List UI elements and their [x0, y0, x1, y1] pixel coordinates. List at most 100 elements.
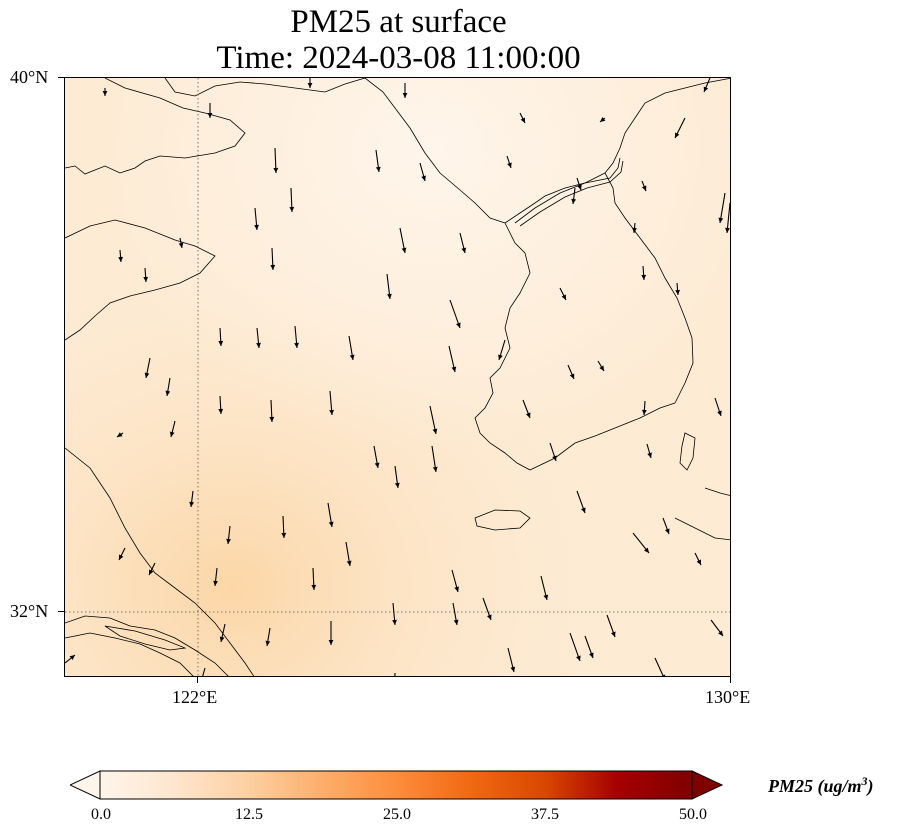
japan-coast — [704, 487, 730, 496]
coast-shandong — [65, 219, 216, 341]
wind-arrow-head — [600, 117, 606, 122]
yangtze-south — [65, 632, 194, 676]
coast-korea-east — [604, 172, 694, 404]
wind-arrow-head — [218, 408, 224, 414]
lon-label-122e: 122°E — [172, 687, 218, 707]
coastlines — [65, 78, 730, 676]
wind-arrow-head — [487, 614, 492, 620]
wind-arrow-shaft — [726, 202, 730, 234]
wind-arrow-head — [117, 432, 123, 437]
wind-arrow-head — [307, 83, 313, 88]
wind-arrow-shaft — [202, 667, 206, 676]
wind-arrow-head — [454, 586, 459, 592]
wind-arrow-head — [281, 532, 287, 538]
wind-arrow-shaft — [654, 657, 664, 676]
colorbar-tick-2: 25.0 — [383, 806, 411, 823]
wind-arrow-head — [311, 584, 317, 590]
wind-arrow-head — [226, 538, 231, 544]
wind-arrow-head — [641, 185, 647, 191]
colorbar-gradient — [99, 770, 693, 800]
wind-arrow-head — [576, 655, 581, 661]
wind-arrow-head — [189, 501, 195, 507]
wind-arrow-head — [451, 366, 457, 372]
wind-arrow-head — [273, 167, 279, 173]
lat-label-32n: 32°N — [10, 601, 49, 621]
lat-label-40n: 40°N — [10, 67, 49, 87]
wind-arrow-head — [270, 264, 276, 270]
wind-arrow-head — [421, 175, 426, 181]
map-panel[interactable] — [64, 77, 731, 677]
wind-arrow-head — [599, 365, 604, 371]
wind-arrow-head — [119, 554, 124, 560]
wind-arrow-head — [717, 410, 722, 416]
wind-arrow-head — [675, 289, 680, 295]
wind-arrow-head — [118, 256, 123, 262]
wind-arrow-head — [256, 342, 261, 348]
wind-arrow-head — [589, 652, 594, 658]
yangtze-island — [104, 625, 187, 651]
wind-arrow-shaft — [719, 192, 726, 224]
pm25-shading-low — [65, 78, 730, 676]
wind-arrow-head — [69, 655, 75, 660]
wind-arrow-head — [402, 93, 408, 98]
wind-arrow-head — [169, 431, 175, 437]
wind-arrow-head — [394, 482, 400, 488]
tick-lon-122 — [197, 677, 198, 683]
colorbar-tick-3: 37.5 — [531, 806, 559, 823]
wind-arrow-head — [703, 86, 709, 92]
wind-arrow-head — [289, 206, 295, 212]
wind-arrow-head — [644, 547, 649, 553]
wind-arrow-head — [552, 455, 557, 461]
wind-arrow-head — [374, 462, 380, 468]
wind-arrow-head — [254, 224, 259, 230]
coast-dprk-north — [604, 78, 730, 174]
map-title-line2: Time: 2024-03-08 11:00:00 — [216, 40, 581, 76]
wind-arrow-head — [375, 166, 381, 172]
wind-arrow-head — [641, 409, 647, 415]
kyushu — [674, 517, 730, 541]
colorbar-title-close: ) — [867, 776, 874, 796]
yangtze-north — [65, 615, 229, 676]
wind-arrow-head — [581, 507, 586, 513]
wind-arrow-head — [718, 630, 723, 636]
coast-liaoning — [364, 78, 506, 224]
wind-arrow-head — [543, 594, 549, 600]
wind-arrow-head — [387, 293, 392, 299]
wind-arrow-head — [569, 373, 575, 379]
gridlines — [65, 78, 730, 676]
wind-arrow-head — [349, 354, 355, 360]
wind-arrow-head — [498, 354, 503, 360]
colorbar — [70, 770, 724, 800]
wind-arrow-head — [520, 117, 525, 123]
wind-arrow-head — [392, 619, 397, 625]
wind-arrow-head — [718, 217, 724, 223]
wind-arrow-head — [269, 416, 275, 422]
wind-arrow-head — [178, 242, 184, 248]
coast-korea-west — [474, 222, 531, 471]
wind-arrow-head — [346, 560, 352, 566]
map-canvas — [65, 78, 730, 676]
wind-arrow-head — [328, 640, 334, 645]
colorbar-tick-4: 50.0 — [679, 806, 707, 823]
tick-lon-130 — [730, 677, 731, 683]
tsushima — [679, 432, 696, 471]
korea-dmz-2 — [519, 160, 624, 227]
colorbar-tick-1: 12.5 — [235, 806, 263, 823]
wind-arrow-head — [432, 428, 438, 434]
wind-arrow-head — [401, 247, 407, 253]
wind-arrow-head — [696, 559, 701, 565]
wind-arrow-head — [294, 342, 299, 348]
wind-arrow-head — [265, 640, 271, 646]
colorbar-title-text: PM25 (ug/m — [768, 776, 862, 796]
wind-arrow-head — [219, 636, 225, 642]
wind-arrow-head — [664, 528, 670, 534]
tick-lat-40 — [58, 77, 64, 78]
wind-arrow-head — [611, 631, 616, 637]
wind-arrow-head — [661, 674, 666, 676]
wind-arrow-head — [632, 227, 637, 233]
colorbar-title: PM25 (ug/m3) — [768, 774, 874, 797]
lon-label-130e: 130°E — [705, 687, 751, 707]
coast-liaodong — [65, 78, 246, 175]
wind-arrow-head — [328, 521, 334, 527]
wind-arrow-head — [207, 113, 213, 118]
